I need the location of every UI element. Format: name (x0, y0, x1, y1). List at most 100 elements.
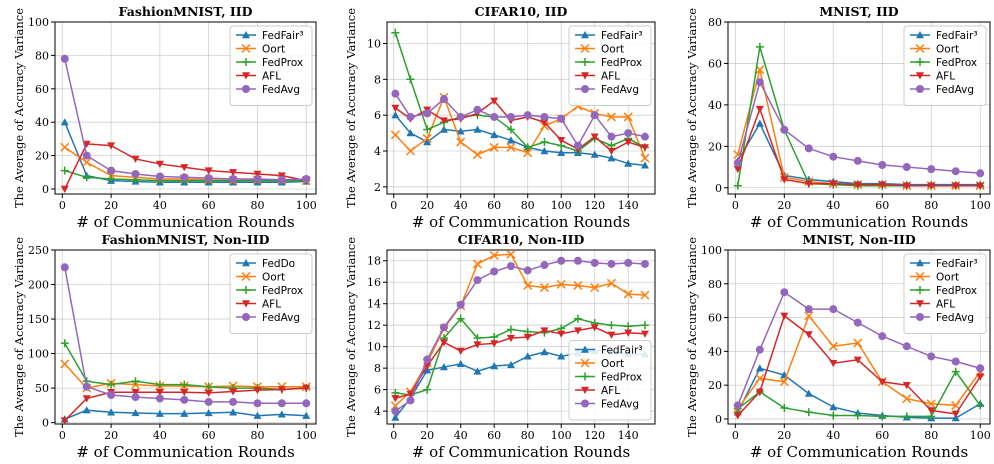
legend-marker (581, 72, 589, 80)
data-point (82, 173, 91, 182)
y-tick-label: 100 (28, 16, 49, 29)
data-point (951, 167, 960, 176)
data-point (523, 280, 533, 290)
legend-item-oort: Oort (236, 44, 285, 56)
legend-label: FedFair³ (601, 30, 643, 42)
chart-panel-1: 0 20 40 60 80 100 0 20 40 60 80 100 FashionMNIST, II… (12, 4, 317, 231)
data-point (506, 112, 515, 121)
series-line (394, 114, 646, 167)
series-line (395, 317, 645, 396)
data-point (624, 159, 633, 167)
legend-label: AFL (601, 71, 620, 83)
legend-item-fedavg: FedAvg (910, 84, 974, 96)
series-line (394, 93, 646, 148)
data-point (624, 138, 633, 147)
y-axis-label: The Average of Accuracy Variance (12, 237, 26, 437)
legend-item-fedfair3: FedFair³ (236, 30, 304, 42)
legend-item-fedavg: FedAvg (575, 399, 639, 411)
data-point (640, 321, 649, 330)
legend-item-fedavg: FedAvg (236, 84, 300, 96)
data-point (391, 111, 400, 119)
data-point (540, 112, 549, 121)
data-point (607, 147, 616, 155)
x-tick-label: 0 (59, 199, 66, 212)
legend-box (903, 25, 987, 106)
y-tick-label: 10 (367, 38, 381, 51)
data-point (976, 182, 985, 190)
legend-marker (581, 58, 589, 66)
data-point (976, 401, 985, 410)
x-tick-label: 0 (390, 429, 397, 442)
data-point (640, 290, 650, 300)
legend-marker (581, 399, 589, 408)
legend-item-fedfair3: FedFair³ (575, 30, 643, 42)
x-tick-label: 60 (202, 429, 216, 442)
legend-label: Oort (936, 44, 959, 56)
legend-label: Oort (262, 272, 285, 284)
legend-label: FedAvg (262, 84, 300, 96)
data-point (60, 166, 69, 175)
series-afl (60, 384, 311, 425)
data-point (780, 312, 789, 320)
data-point (82, 157, 92, 167)
y-tick-label: 4 (374, 145, 381, 158)
data-point (624, 322, 633, 331)
data-point (540, 138, 549, 147)
data-point (302, 384, 311, 393)
data-point (804, 305, 813, 314)
data-point (951, 357, 960, 366)
marker-stroke (506, 249, 516, 259)
data-point (204, 167, 213, 175)
y-tick-label: 200 (28, 279, 49, 292)
marker-stroke (623, 112, 633, 122)
data-point (755, 105, 764, 114)
data-point (540, 119, 549, 127)
series-fedprox (391, 314, 649, 399)
data-point (473, 125, 482, 133)
x-tick-label: 100 (970, 199, 991, 212)
data-point (155, 380, 164, 389)
data-point (780, 125, 789, 134)
legend-item-oort: Oort (575, 358, 624, 370)
data-point (490, 112, 499, 121)
data-point (755, 364, 764, 372)
data-point (557, 148, 566, 156)
data-point (406, 112, 415, 121)
data-point (229, 169, 238, 177)
series-fedavg (733, 288, 985, 410)
y-tick-label: 80 (35, 49, 49, 62)
data-point (155, 394, 164, 403)
data-point (131, 408, 140, 417)
data-point (624, 329, 633, 337)
data-point (573, 314, 582, 323)
legend-marker (242, 300, 250, 308)
data-point (391, 104, 400, 112)
y-tick-label: 60 (708, 57, 722, 70)
data-point (229, 174, 238, 183)
data-point (804, 144, 813, 153)
marker-stroke (902, 394, 912, 404)
y-tick-label: 80 (708, 16, 722, 29)
x-axis-label: # of Communication Rounds (76, 443, 294, 461)
data-point (926, 399, 936, 409)
y-tick-label: 0 (42, 417, 49, 430)
data-point (131, 155, 140, 163)
x-tick-label: 80 (521, 199, 535, 212)
data-point (82, 140, 91, 148)
legend-marker (241, 271, 251, 282)
data-point (423, 109, 432, 118)
data-point (277, 386, 286, 394)
marker-stroke (60, 359, 70, 369)
data-point (439, 95, 448, 104)
data-point (180, 164, 189, 172)
data-point (506, 125, 515, 134)
marker-stroke (580, 358, 590, 368)
data-point (755, 373, 765, 383)
data-point (302, 174, 311, 183)
chart-title: MNIST, IID (819, 4, 898, 19)
legend-marker (916, 58, 924, 66)
data-point (131, 393, 140, 402)
marker-stroke (951, 400, 961, 410)
legend-marker (581, 345, 589, 353)
